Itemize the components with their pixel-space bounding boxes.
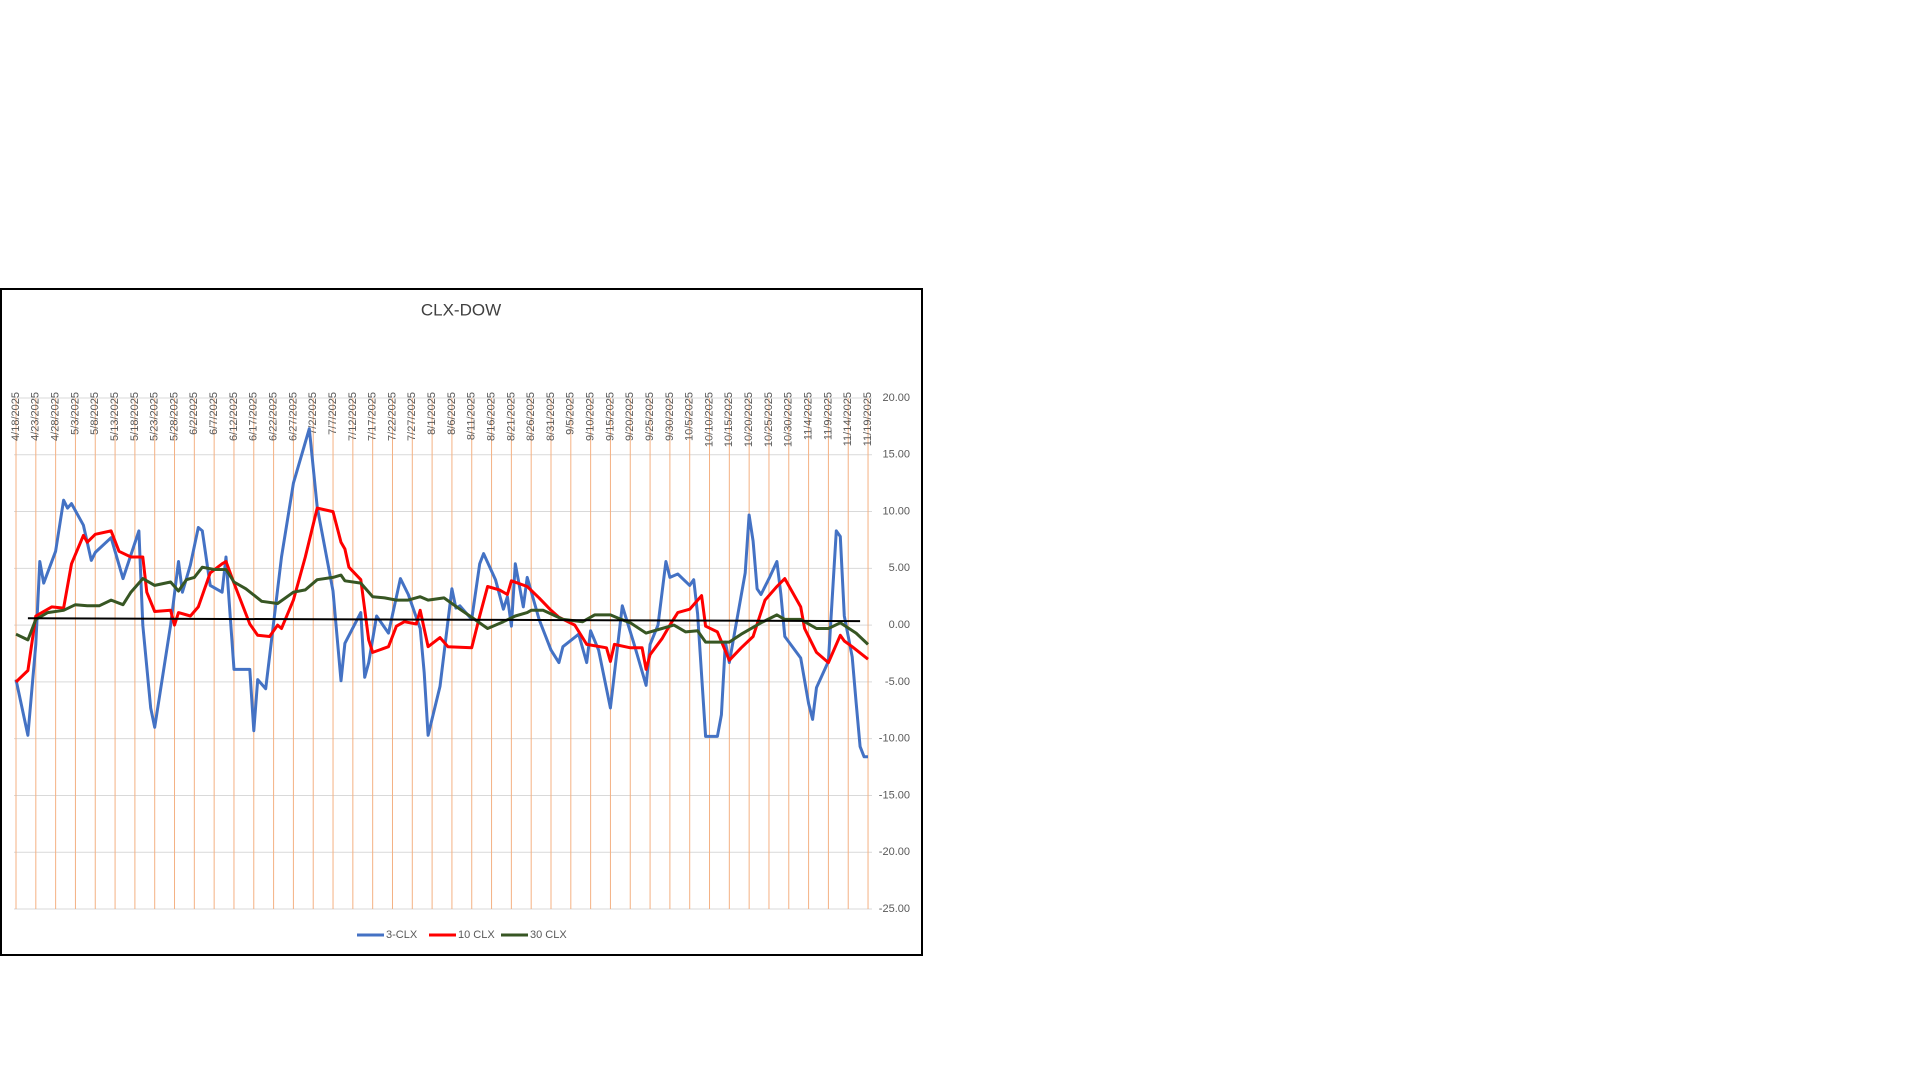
- x-tick-label: 8/21/2025: [505, 392, 517, 441]
- x-tick-label: 4/18/2025: [10, 392, 22, 441]
- x-tick-label: 9/15/2025: [604, 392, 616, 441]
- x-tick-label: 8/16/2025: [485, 392, 497, 441]
- x-tick-label: 6/22/2025: [267, 392, 279, 441]
- series-line: [14, 506, 869, 683]
- x-tick-label: 5/3/2025: [69, 392, 81, 435]
- x-tick-label: 6/17/2025: [248, 392, 260, 441]
- x-tick-label: 5/18/2025: [129, 392, 141, 441]
- legend-label: 30 CLX: [530, 929, 567, 941]
- chart-title: CLX-DOW: [421, 300, 501, 319]
- x-tick-label: 7/27/2025: [406, 392, 418, 441]
- y-tick-label: -5.00: [885, 676, 910, 688]
- x-tick-label: 6/27/2025: [287, 392, 299, 441]
- legend-label: 3-CLX: [386, 929, 418, 941]
- y-tick-label: -25.00: [879, 903, 910, 915]
- x-tick-label: 10/20/2025: [743, 392, 755, 447]
- x-tick-label: 9/25/2025: [644, 392, 656, 441]
- y-tick-label: -10.00: [879, 733, 910, 745]
- x-tick-label: 9/20/2025: [624, 392, 636, 441]
- x-tick-label: 11/9/2025: [822, 392, 834, 440]
- x-tick-label: 8/26/2025: [525, 392, 537, 441]
- x-tick-label: 10/10/2025: [703, 392, 715, 447]
- x-tick-label: 10/5/2025: [684, 392, 696, 441]
- x-tick-label: 7/2/2025: [307, 392, 319, 435]
- y-tick-label: 10.00: [882, 505, 910, 517]
- x-tick-label: 10/25/2025: [763, 392, 775, 447]
- x-tick-label: 7/12/2025: [347, 392, 359, 441]
- x-tick-label: 6/2/2025: [188, 392, 200, 435]
- x-tick-label: 11/19/2025: [862, 392, 874, 446]
- x-tick-label: 9/5/2025: [565, 392, 577, 435]
- y-tick-label: 15.00: [882, 449, 910, 461]
- x-tick-label: 9/10/2025: [585, 392, 597, 441]
- x-tick-label: 10/30/2025: [783, 392, 795, 447]
- y-tick-label: 20.00: [882, 392, 910, 404]
- y-tick-label: 0.00: [889, 619, 910, 631]
- x-tick-label: 8/6/2025: [446, 392, 458, 435]
- y-tick-label: 5.00: [889, 562, 910, 574]
- x-tick-label: 4/28/2025: [50, 392, 62, 441]
- x-tick-label: 4/23/2025: [30, 392, 42, 441]
- x-tick-label: 8/31/2025: [545, 392, 557, 441]
- x-tick-label: 6/12/2025: [228, 392, 240, 441]
- x-tick-label: 11/14/2025: [842, 392, 854, 446]
- y-tick-label: -15.00: [879, 789, 910, 801]
- x-tick-label: 7/22/2025: [386, 392, 398, 441]
- x-tick-label: 5/28/2025: [168, 392, 180, 441]
- x-tick-label: 10/15/2025: [723, 392, 735, 447]
- x-tick-label: 5/23/2025: [149, 392, 161, 441]
- y-tick-label: -20.00: [879, 846, 910, 858]
- x-tick-label: 11/4/2025: [802, 392, 814, 440]
- series-line: [15, 565, 870, 646]
- legend-label: 10 CLX: [458, 929, 495, 941]
- series-line: [27, 617, 861, 623]
- x-tick-label: 5/13/2025: [109, 392, 121, 441]
- x-tick-label: 7/17/2025: [367, 392, 379, 441]
- x-tick-label: 5/8/2025: [89, 392, 101, 435]
- x-tick-label: 8/1/2025: [426, 392, 438, 435]
- x-tick-label: 9/30/2025: [664, 392, 676, 441]
- x-tick-label: 6/7/2025: [208, 392, 220, 435]
- x-tick-label: 7/7/2025: [327, 392, 339, 435]
- x-tick-label: 8/11/2025: [466, 392, 478, 440]
